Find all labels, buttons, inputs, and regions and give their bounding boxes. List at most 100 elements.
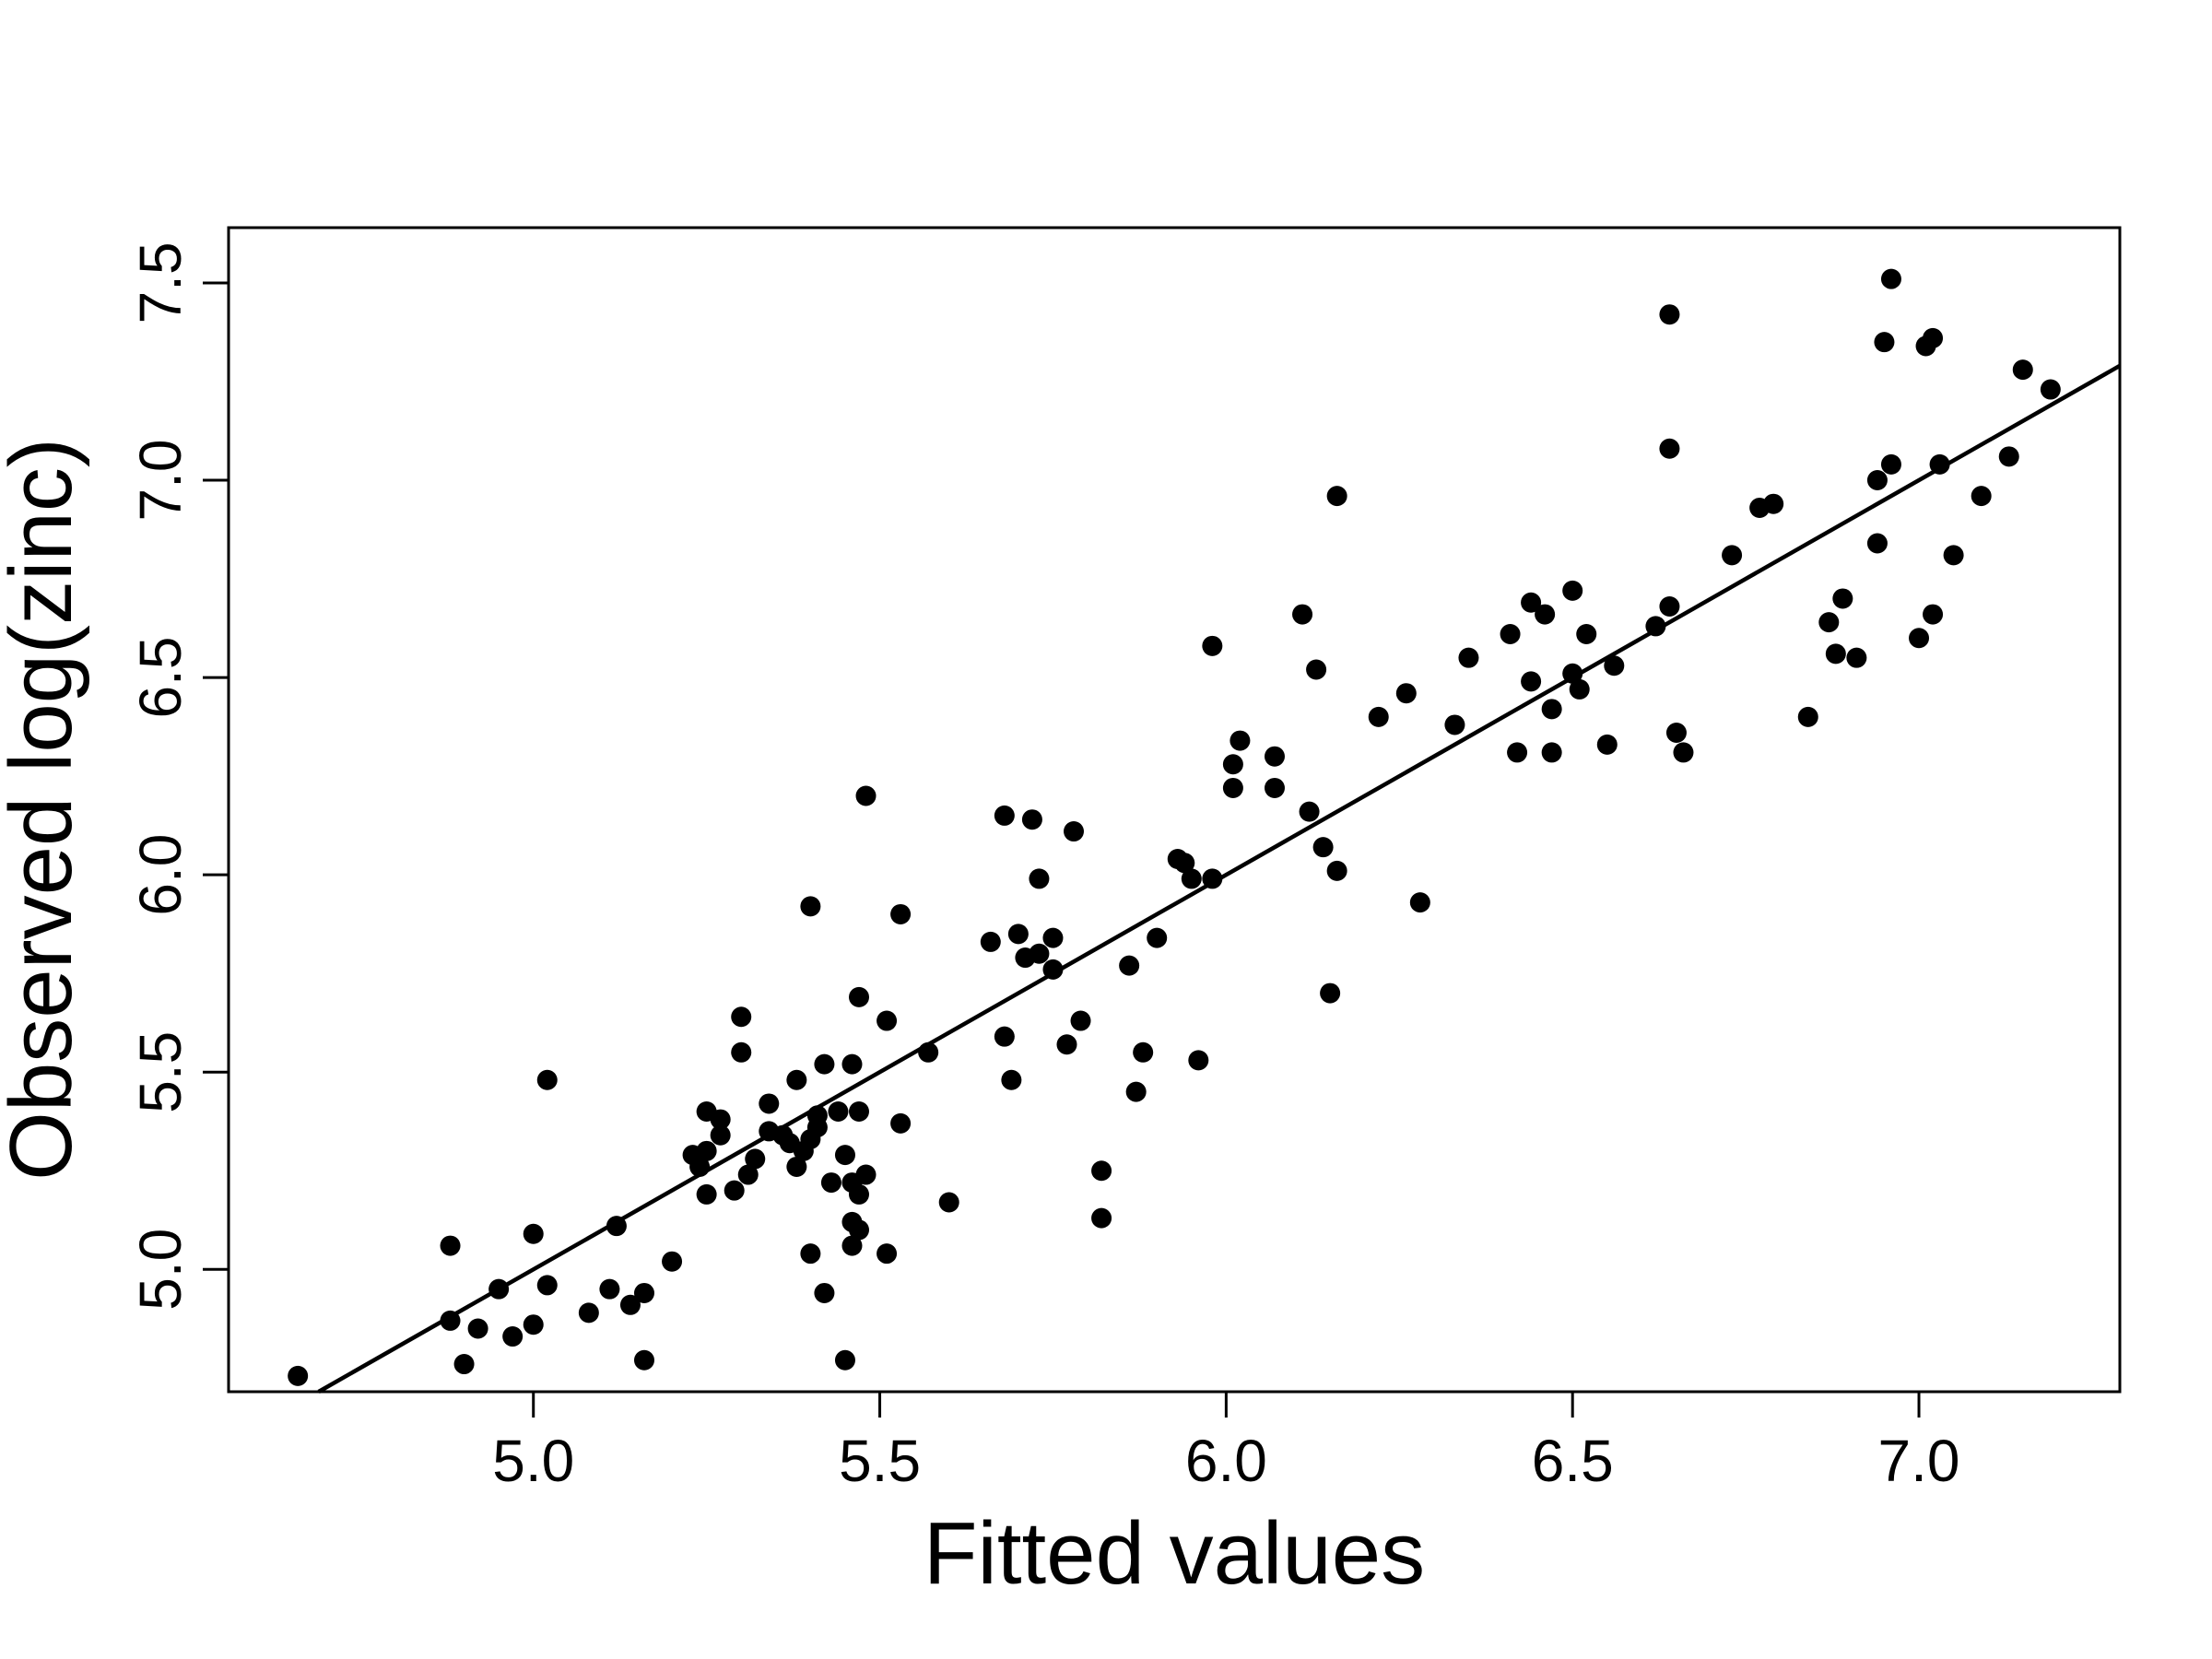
data-point [1797,706,1818,727]
data-point [1444,714,1465,735]
data-point [288,1365,309,1386]
data-point [1042,927,1064,948]
data-point [1569,678,1590,700]
data-point [536,1069,558,1090]
data-point [599,1278,620,1300]
data-point [1091,1207,1112,1229]
data-point [1264,777,1285,798]
data-point [1368,706,1389,727]
data-point [1458,647,1479,668]
data-point [1943,545,1964,566]
data-point [453,1354,475,1375]
data-point [696,1183,717,1205]
data-point [1521,592,1542,613]
data-point [1659,596,1680,618]
y-tick-label: 5.5 [127,1031,194,1113]
data-point [849,1219,869,1241]
data-point [1576,623,1597,644]
data-point [849,1183,869,1205]
data-point [696,1140,717,1161]
data-point [1535,604,1556,625]
data-point [1222,754,1243,775]
data-point [1119,955,1140,976]
data-point [980,931,1001,952]
data-point [710,1109,731,1130]
data-point [1202,635,1223,656]
data-point [1091,1160,1112,1182]
data-point [1056,1034,1077,1055]
data-point [1320,982,1341,1004]
data-point [841,1053,863,1075]
data-point [800,1243,821,1265]
data-point [1326,860,1347,881]
data-point [737,1164,759,1185]
data-point [1500,623,1521,644]
data-point [1541,699,1562,720]
data-point [834,1145,855,1166]
y-tick-label: 7.0 [127,440,194,522]
data-point [759,1093,780,1114]
data-point [1507,742,1528,763]
data-point [1659,438,1680,459]
data-point [1029,868,1050,889]
data-point [1874,332,1895,353]
data-point [1230,730,1251,751]
data-point [994,1026,1015,1047]
data-point [1880,453,1901,475]
data-point [820,1172,841,1194]
data-point [1832,588,1853,609]
x-axis: 5.0 5.5 6.0 6.5 7.0 [492,1390,1960,1494]
data-point [1562,663,1583,684]
data-point [841,1235,863,1256]
data-points-layer [288,268,2061,1386]
data-point [1147,927,1168,948]
x-tick-label: 5.5 [839,1428,921,1494]
data-point [662,1251,683,1272]
data-point [1866,470,1888,491]
x-tick-label: 5.0 [492,1428,574,1494]
data-point [1064,821,1085,842]
data-point [1998,446,2019,467]
data-point [1722,545,1743,566]
data-point [523,1223,544,1244]
data-point [467,1318,488,1339]
data-point [1596,734,1618,755]
data-point [1125,1081,1147,1102]
y-tick-label: 6.0 [127,834,194,916]
data-point [1326,486,1347,507]
data-point [786,1069,807,1090]
data-point [1673,742,1694,763]
data-point [1923,604,1944,625]
data-point [2040,379,2061,400]
data-point [731,1041,752,1063]
data-point [1181,868,1202,889]
data-point [1665,723,1687,744]
data-point [633,1349,654,1371]
data-point [1645,616,1666,637]
x-tick-label: 6.5 [1532,1428,1614,1494]
data-point [1029,943,1050,964]
data-point [1292,604,1313,625]
data-point [1521,671,1542,692]
x-tick-label: 7.0 [1878,1428,1960,1494]
data-point [731,1006,752,1028]
data-point [1846,647,1867,668]
data-point [938,1192,959,1213]
data-point [1825,643,1846,665]
data-point [1222,777,1243,798]
data-point [814,1053,835,1075]
data-point [849,986,869,1007]
x-tick-label: 6.0 [1185,1428,1267,1494]
x-axis-title: Fitted values [924,1504,1425,1603]
data-point [633,1282,654,1303]
data-point [1007,924,1029,945]
y-tick-label: 5.0 [127,1229,194,1311]
data-point [1818,612,1840,633]
data-point [1763,493,1784,514]
data-point [1866,533,1888,554]
data-point [918,1041,939,1063]
data-point [606,1216,627,1237]
data-point [1188,1050,1209,1071]
